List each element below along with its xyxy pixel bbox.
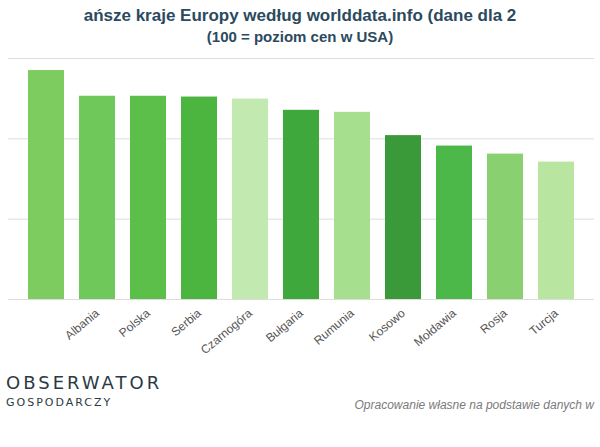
html-text:Opracowanie własne na podstawi: Opracowanie własne na podstawie danych w [354,398,594,412]
svg-text:Rosja: Rosja [477,306,510,337]
svg-text:Czarnogóra: Czarnogóra [198,306,255,357]
html-text:GOSPODARCZY: GOSPODARCZY [6,396,113,409]
svg-text:Turcja: Turcja [527,306,561,338]
svg-text:Polska: Polska [116,306,153,340]
svg-text:Rumunia: Rumunia [311,306,357,348]
svg-text:Mołdawia: Mołdawia [411,306,459,350]
svg-text:Bułgaria: Bułgaria [263,306,306,345]
html-text:(100 = poziom cen w USA): (100 = poziom cen w USA) [206,28,394,45]
html-text:OBSERWATOR: OBSERWATOR [6,372,163,393]
svg-text:Kosowo: Kosowo [366,306,408,344]
svg-text:Albania: Albania [62,306,102,343]
svg-text:Serbia: Serbia [168,306,204,339]
html-text:ańsze kraje Europy według worl: ańsze kraje Europy według worlddata.info… [83,6,517,25]
